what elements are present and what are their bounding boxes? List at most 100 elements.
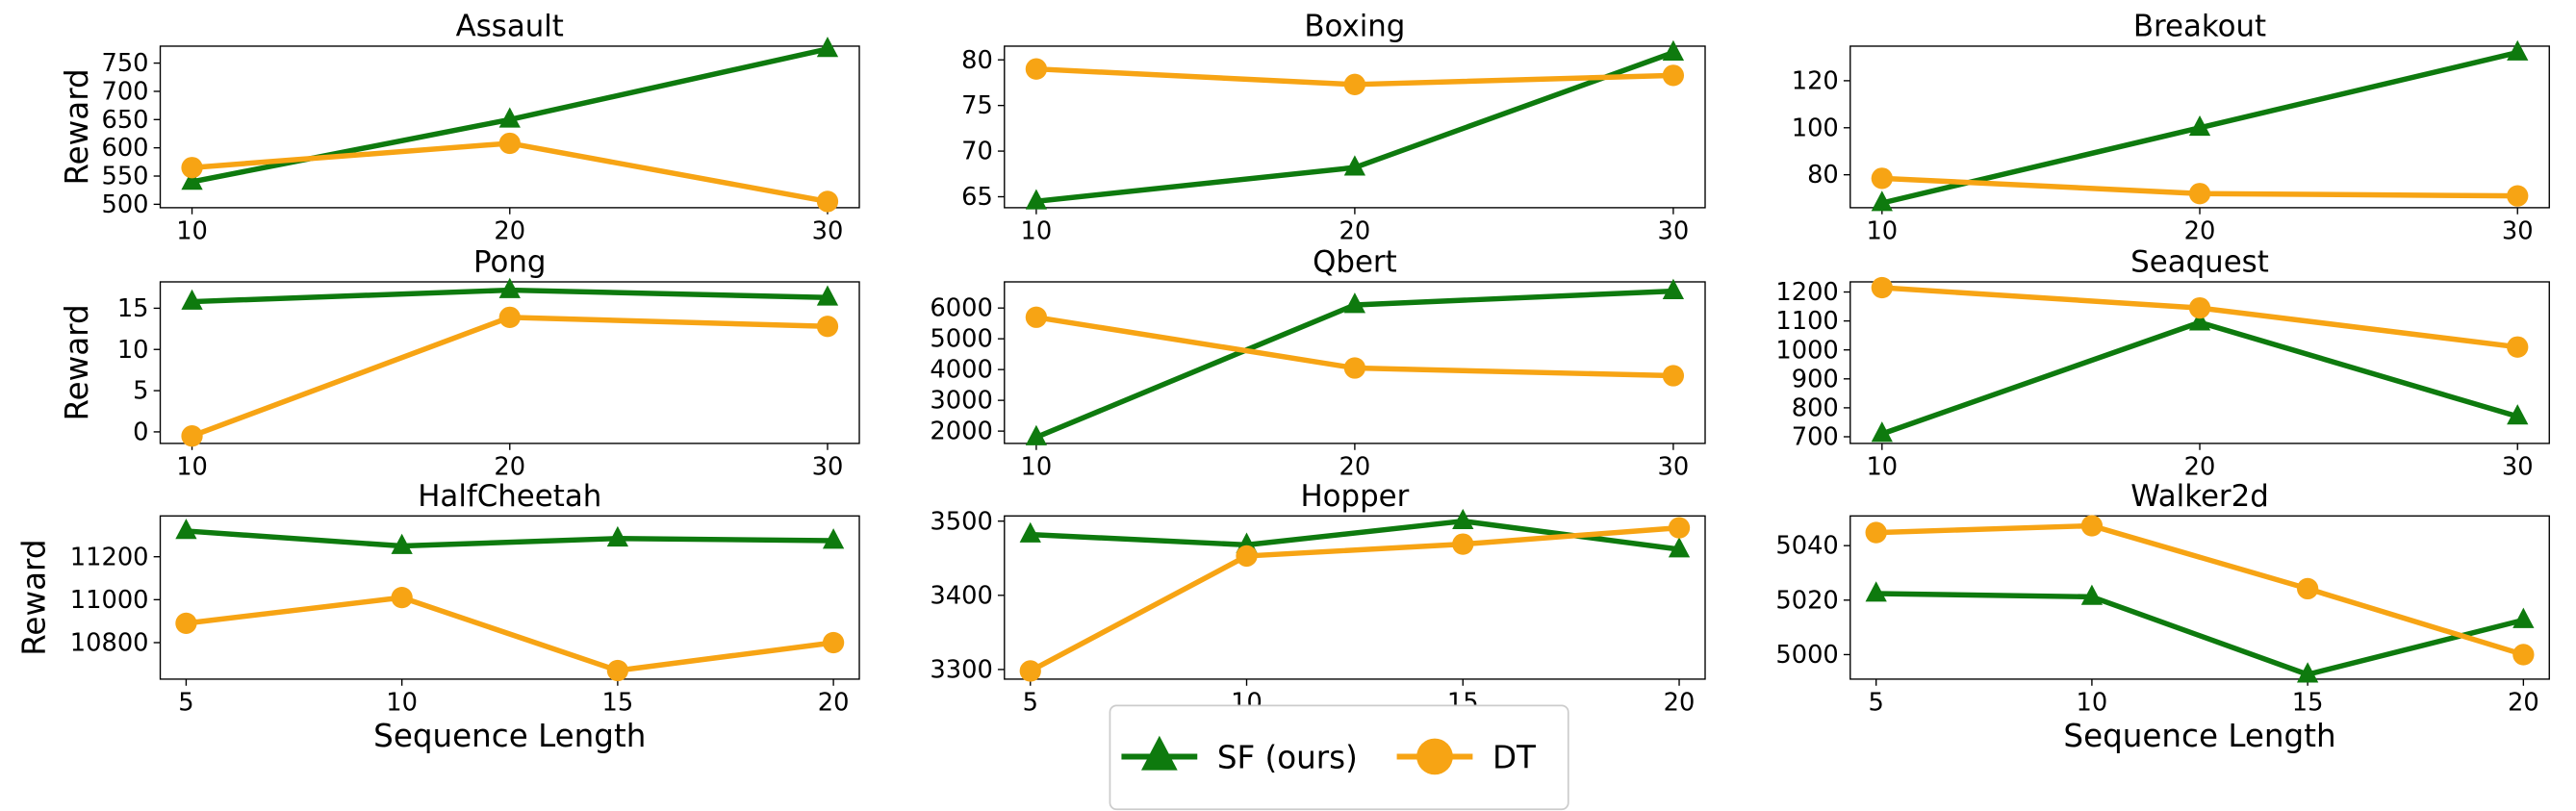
data-point [181,157,203,179]
data-point [1343,292,1366,314]
data-point [391,533,413,554]
data-point [391,586,413,609]
x-tick-label: 20 [2508,688,2539,717]
chart-title: Qbert [1313,245,1397,280]
y-axis-label: Reward [59,68,95,185]
x-tick-label: 20 [1339,216,1371,245]
data-point [2188,183,2211,205]
y-tick-label: 75 [961,91,993,120]
data-point [1662,64,1685,87]
chart-title: Assault [456,10,564,44]
data-point [2188,114,2211,137]
series-line [186,595,834,673]
data-point [1343,73,1366,95]
y-tick-label: 5 [133,377,148,406]
data-point [175,519,197,540]
y-tick-label: 0 [133,418,148,446]
data-point [498,306,521,328]
y-tick-label: 3400 [930,581,992,610]
data-point [2507,336,2529,358]
legend-box [1109,704,1569,811]
x-tick-label: 30 [812,452,844,481]
data-point [1662,39,1685,61]
series-line [186,528,834,549]
x-tick-label: 10 [1866,216,1898,245]
data-point [1668,537,1691,558]
data-point [498,277,521,298]
chart-title: HalfCheetah [418,479,601,514]
data-point [498,107,521,128]
y-axis-label: Reward [16,540,53,656]
data-point [1865,581,1887,602]
data-point [2512,607,2535,628]
data-point [1662,365,1685,387]
y-tick-label: 800 [1792,393,1839,422]
y-tick-label: 750 [101,49,148,78]
y-tick-label: 5020 [1775,586,1838,615]
chart-title: Walker2d [2130,479,2269,514]
data-point [1452,533,1474,555]
x-tick-label: 30 [812,216,844,245]
y-tick-label: 3500 [930,507,992,536]
series-line [1880,319,2519,437]
data-point [2080,584,2104,605]
data-point [822,631,845,654]
data-point [181,169,203,190]
x-tick-label: 10 [1866,452,1898,481]
y-axis-label: Reward [59,304,95,420]
x-axis-label: Sequence Length [2063,718,2335,754]
x-tick-label: 20 [1664,688,1696,717]
x-tick-label: 30 [2502,452,2534,481]
data-point [2507,404,2529,425]
y-tick-label: 2000 [930,418,992,446]
plot-frame [1849,515,2550,680]
y-tick-label: 1200 [1775,278,1838,307]
y-tick-label: 3000 [930,387,992,416]
data-point [2188,296,2211,319]
data-point [181,289,203,310]
data-point [1343,155,1366,176]
data-point [1865,521,1887,544]
data-point [175,612,197,635]
x-tick-label: 20 [818,688,850,717]
data-point [816,316,839,338]
chart-title: Boxing [1304,10,1405,44]
data-point [1025,58,1048,80]
x-tick-label: 20 [494,216,525,245]
y-tick-label: 650 [101,106,148,135]
x-tick-label: 20 [494,452,525,481]
legend-label: SF (ours) [1217,739,1358,775]
chart-title: Hopper [1300,479,1409,514]
data-point [606,525,629,547]
data-point [2512,644,2535,666]
x-tick-label: 15 [2292,688,2324,717]
x-tick-label: 15 [602,688,634,717]
x-tick-label: 10 [2077,688,2108,717]
data-point [1019,521,1041,543]
y-tick-label: 80 [1807,161,1839,190]
legend-marker [1416,738,1453,775]
chart-title: Seaquest [2130,245,2269,280]
data-point [816,285,839,306]
data-point [816,190,839,213]
x-tick-label: 10 [176,216,208,245]
x-tick-label: 10 [1021,452,1053,481]
y-tick-label: 15 [117,294,149,323]
y-tick-label: 6000 [930,294,992,323]
series-line [191,315,829,439]
x-tick-label: 5 [1023,688,1038,717]
y-tick-label: 550 [101,163,148,191]
legend-label: DT [1492,739,1536,775]
x-tick-label: 5 [1869,688,1884,717]
y-tick-label: 80 [961,46,993,75]
plot-frame [1004,515,1706,680]
data-point [2296,662,2319,683]
data-point [1871,421,1893,443]
x-tick-label: 30 [1658,452,1690,481]
y-tick-label: 700 [1792,423,1839,452]
y-tick-label: 70 [961,138,993,166]
y-tick-label: 5040 [1775,532,1838,561]
data-point [1871,190,1893,212]
y-tick-label: 11200 [70,543,149,571]
